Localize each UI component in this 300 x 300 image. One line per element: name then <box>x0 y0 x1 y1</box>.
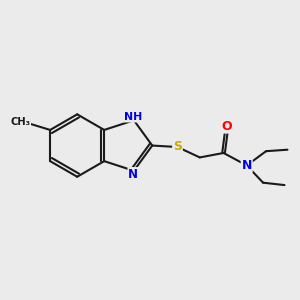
Text: N: N <box>128 168 138 181</box>
Text: O: O <box>222 120 232 133</box>
Text: S: S <box>173 140 182 153</box>
Text: N: N <box>242 159 252 172</box>
Text: NH: NH <box>124 112 142 122</box>
Text: CH₃: CH₃ <box>11 117 30 127</box>
